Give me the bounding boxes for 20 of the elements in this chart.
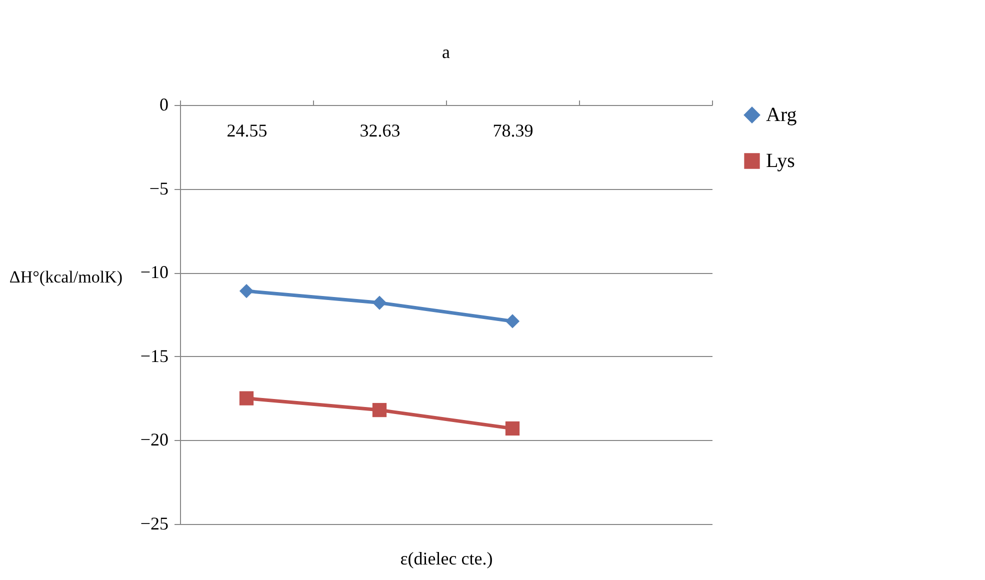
point xyxy=(372,402,387,418)
y-tick-label: −20 xyxy=(140,430,168,450)
y-axis-title: ΔH°(kcal/molK) xyxy=(9,267,122,286)
legend-label: Arg xyxy=(766,104,797,126)
y-tick-label: 0 xyxy=(160,94,168,114)
chart-title: a xyxy=(442,42,450,62)
y-tick-label: −10 xyxy=(140,262,168,282)
x-axis-title: ε(dielec cte.) xyxy=(400,548,493,568)
point xyxy=(372,296,387,310)
x-tick-label: 78.39 xyxy=(492,120,534,140)
x-tick-label: 24.55 xyxy=(226,120,268,140)
y-tick-label: −15 xyxy=(140,346,168,366)
x-tick-label: 32.63 xyxy=(360,120,400,140)
y-tick-label: −25 xyxy=(140,514,168,534)
legend-label: Lys xyxy=(766,150,796,172)
y-tick-label: −5 xyxy=(149,178,168,198)
point xyxy=(505,421,520,436)
point xyxy=(239,284,254,298)
point xyxy=(239,391,254,406)
point xyxy=(505,314,520,328)
